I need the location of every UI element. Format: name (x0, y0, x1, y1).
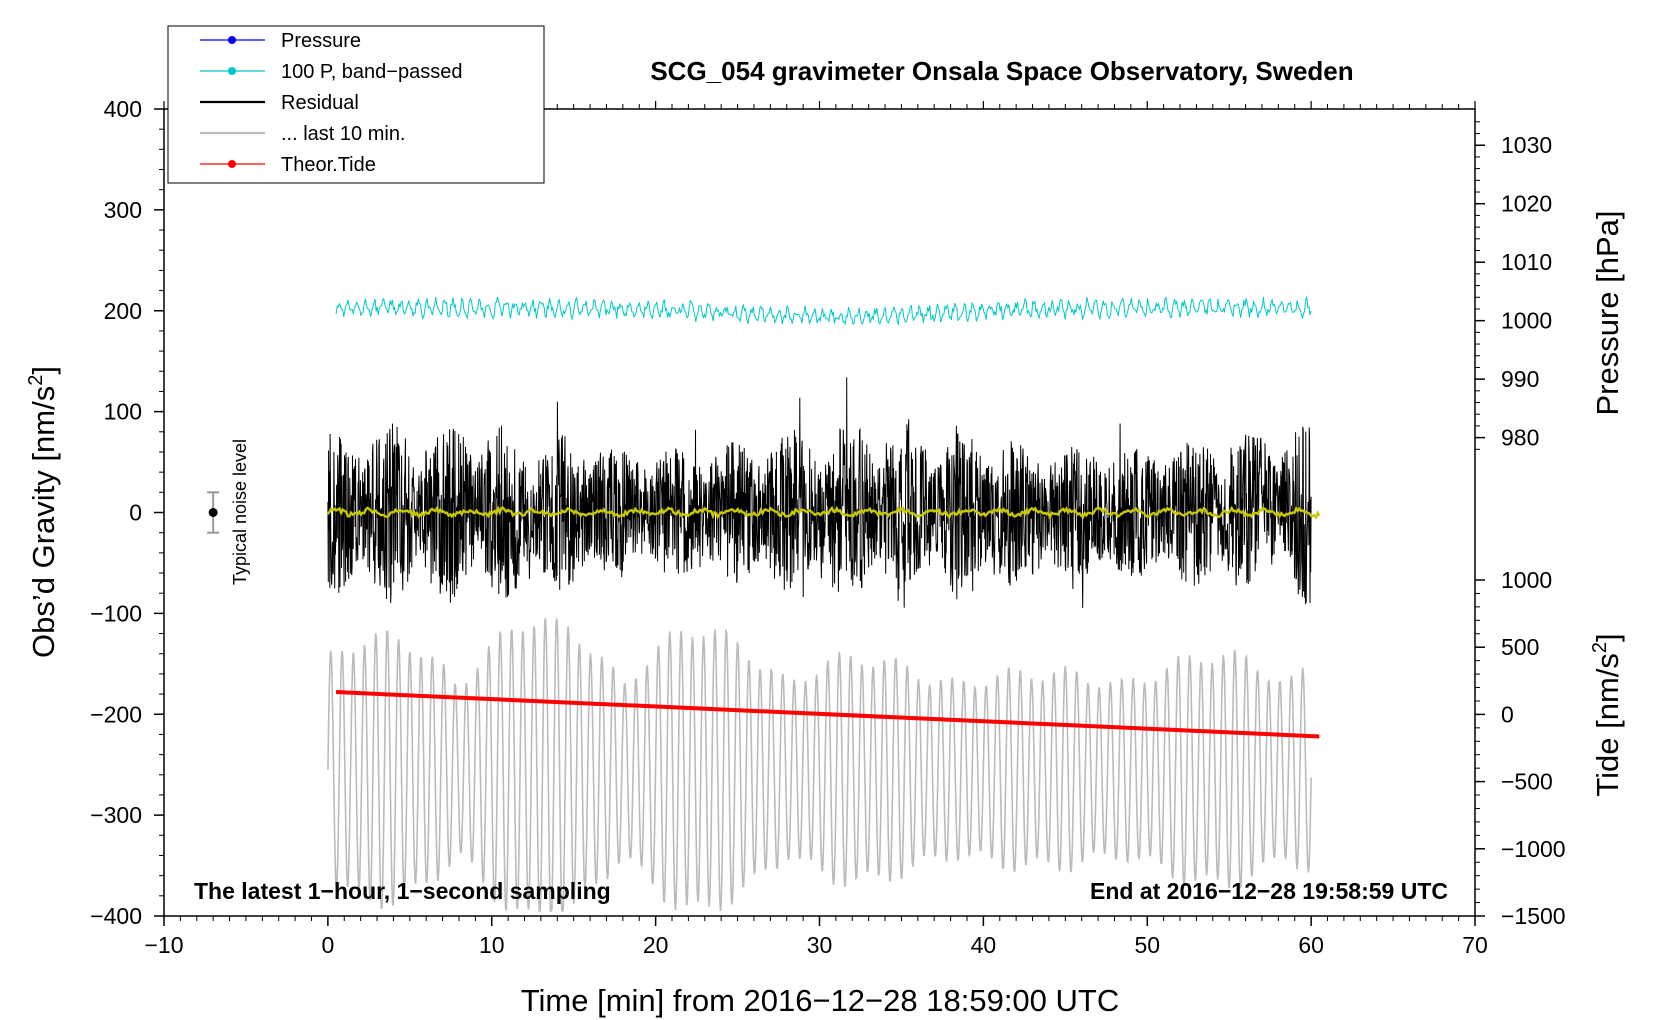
y-tick-label: −200 (90, 701, 142, 727)
x-tick-label: 60 (1298, 932, 1324, 958)
y-tick-label: −300 (90, 802, 142, 828)
y-tick-label: 200 (104, 298, 142, 324)
pressure-tick-label: 1000 (1501, 308, 1552, 334)
legend-label: Pressure (281, 30, 361, 52)
legend-label: Theor.Tide (281, 154, 376, 176)
legend-swatch-marker (228, 160, 236, 168)
legend-label: ... last 10 min. (281, 123, 406, 145)
y-axis-label-left-close: ] (26, 366, 61, 375)
y-axis-label-pressure: Pressure [hPa] (1590, 210, 1625, 415)
y-axis-label-tide: Tide [nm/s2] (1589, 633, 1625, 796)
series-last-10-min-line (327, 618, 1312, 913)
x-tick-label: 30 (807, 932, 833, 958)
tide-tick-label: 1000 (1501, 567, 1552, 593)
y-tick-label: 300 (104, 197, 142, 223)
legend-swatch-marker (228, 67, 236, 75)
tide-tick-label: −500 (1501, 769, 1553, 795)
x-tick-label: 70 (1462, 932, 1488, 958)
y-tick-label: −100 (90, 600, 142, 626)
y-axis-label-tide-text: Tide [nm/s (1590, 653, 1625, 797)
x-axis-label: Time [min] from 2016−12−28 18:59:00 UTC (521, 983, 1120, 1018)
right-note: End at 2016−12−28 19:58:59 UTC (1090, 878, 1448, 904)
y-axis-label-left: Obs’d Gravity [nm/s2] (25, 366, 61, 658)
x-tick-label: 50 (1134, 932, 1160, 958)
tide-tick-label: −1000 (1501, 836, 1566, 862)
noise-level-label: Typical noise level (230, 439, 250, 585)
series-theoretical-tide-line (335, 690, 1320, 739)
y-tick-label: 400 (104, 96, 142, 122)
legend-label: 100 P, band−passed (281, 61, 462, 83)
chart-title: SCG_054 gravimeter Onsala Space Observat… (650, 56, 1353, 86)
y-axis-label-left-sup: 2 (25, 375, 47, 386)
y-tick-label: −400 (90, 903, 142, 929)
noise-bar-marker (208, 508, 218, 517)
pressure-tick-label: 990 (1501, 366, 1539, 392)
tide-tick-label: −1500 (1501, 903, 1566, 929)
tide-tick-label: 500 (1501, 634, 1539, 660)
legend-swatch-marker (228, 36, 236, 44)
y-axis-label-tide-sup: 2 (1589, 642, 1611, 653)
tide-tick-label: 0 (1501, 701, 1514, 727)
x-tick-label: −10 (144, 932, 183, 958)
x-tick-label: 20 (643, 932, 669, 958)
legend: Pressure 100 P, band−passed Residual ... la… (167, 25, 545, 184)
series-residual-line (327, 377, 1312, 609)
pressure-tick-label: 1030 (1501, 132, 1552, 158)
left-note: The latest 1−hour, 1−second sampling (194, 878, 611, 904)
pressure-tick-label: 1020 (1501, 191, 1552, 217)
series-layer (207, 295, 1321, 913)
x-tick-label: 0 (321, 932, 334, 958)
legend-label: Residual (281, 92, 359, 114)
series-band-passed-pressure-line (335, 295, 1312, 326)
pressure-tick-label: 980 (1501, 425, 1539, 451)
series-residual-smoothed-line (326, 505, 1321, 521)
y-axis-label-tide-close: ] (1590, 633, 1625, 642)
axis-layer: −10 0 10 20 30 40 50 60 704003002001000−100−200−… (90, 96, 1565, 958)
x-tick-label: 40 (971, 932, 997, 958)
y-axis-label-left-text: Obs’d Gravity [nm/s (26, 386, 61, 658)
y-tick-label: 0 (129, 500, 142, 526)
pressure-tick-label: 1010 (1501, 249, 1552, 275)
y-tick-label: 100 (104, 399, 142, 425)
x-tick-label: 10 (479, 932, 505, 958)
legend-box (167, 25, 545, 184)
